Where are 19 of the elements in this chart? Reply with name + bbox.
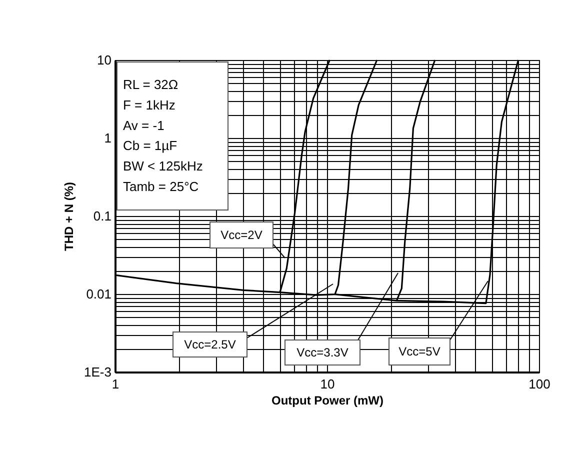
text: Vcc=3.3V [296, 346, 348, 360]
y-tick-label: 0.01 [86, 286, 112, 302]
annotation: Cb = 1µF [123, 138, 178, 154]
y-tick-label: 10 [97, 52, 112, 68]
y-tick-label: 1 [104, 130, 112, 146]
y-tick-label: 1E-3 [84, 364, 112, 380]
annotation: Tamb = 25°C [123, 179, 199, 194]
text: Vcc=5V [398, 344, 440, 358]
y-tick-label: 0.1 [93, 208, 112, 224]
x-tick-label: 100 [528, 376, 550, 392]
x-tick-label: 10 [320, 376, 335, 392]
text: Vcc=2V [220, 228, 262, 242]
x-axis-title: Output Power (mW) [272, 394, 384, 408]
y-axis-title: THD + N (%) [62, 182, 76, 251]
text: Vcc=2.5V [184, 338, 236, 352]
annotation: F = 1kHz [123, 97, 176, 112]
annotation: BW < 125kHz [123, 158, 203, 174]
annotation: Av = -1 [123, 118, 164, 133]
annotation: RL = 32Ω [123, 77, 178, 92]
